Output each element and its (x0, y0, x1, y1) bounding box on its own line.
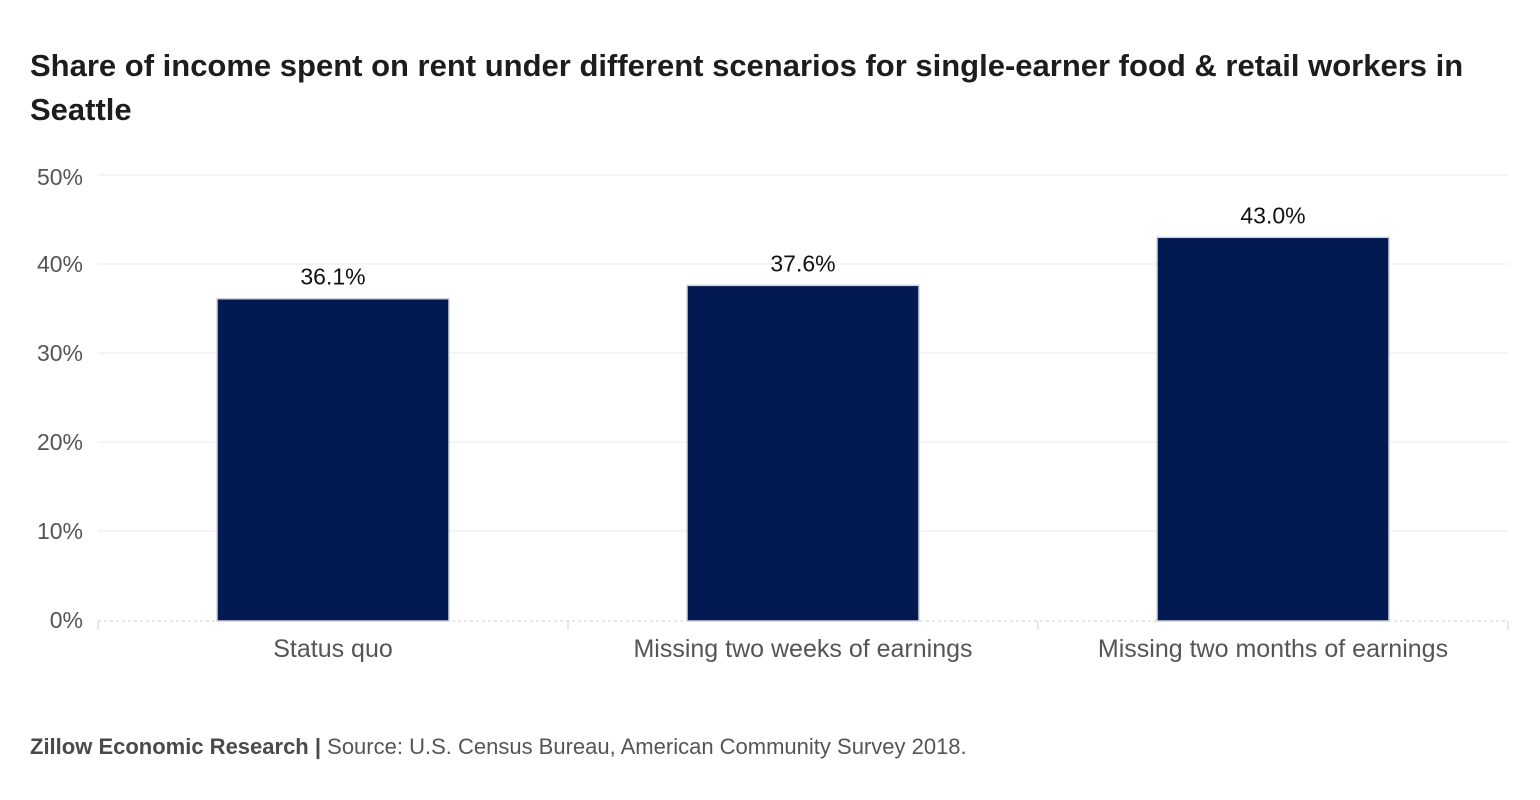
bar-chart: 0% 10% 20% 30% 40% 50% Status quo Missing two … (37, 164, 1509, 663)
x-axis: Status quo Missing two weeks of earnings M… (97, 620, 1509, 663)
bar (686, 284, 920, 622)
footer-source: Source: U.S. Census Bureau, American Com… (327, 734, 967, 759)
data-label: 37.6% (770, 250, 835, 276)
footer-separator: | (308, 734, 328, 759)
x-tick-label: Missing two weeks of earnings (633, 635, 972, 663)
y-axis: 0% 10% 20% 30% 40% 50% (37, 164, 83, 633)
y-tick-label: 20% (37, 429, 83, 455)
x-tick-label: Missing two months of earnings (1098, 635, 1448, 663)
data-label: 36.1% (300, 264, 365, 290)
chart-footer: Zillow Economic Research | Source: U.S. … (30, 734, 967, 760)
chart-title: Share of income spent on rent under diff… (30, 48, 1464, 127)
x-tick-label: Status quo (273, 635, 393, 663)
data-labels: 36.1% 37.6% 43.0% (300, 202, 1305, 289)
y-tick-label: 10% (37, 518, 83, 544)
y-tick-label: 50% (37, 164, 83, 190)
data-label: 43.0% (1240, 202, 1305, 228)
y-tick-label: 0% (50, 607, 83, 633)
footer-brand: Zillow Economic Research (30, 734, 309, 759)
bar (1156, 236, 1390, 622)
y-tick-label: 30% (37, 340, 83, 366)
bars (216, 236, 1390, 622)
y-tick-label: 40% (37, 251, 83, 277)
bar (216, 297, 450, 622)
